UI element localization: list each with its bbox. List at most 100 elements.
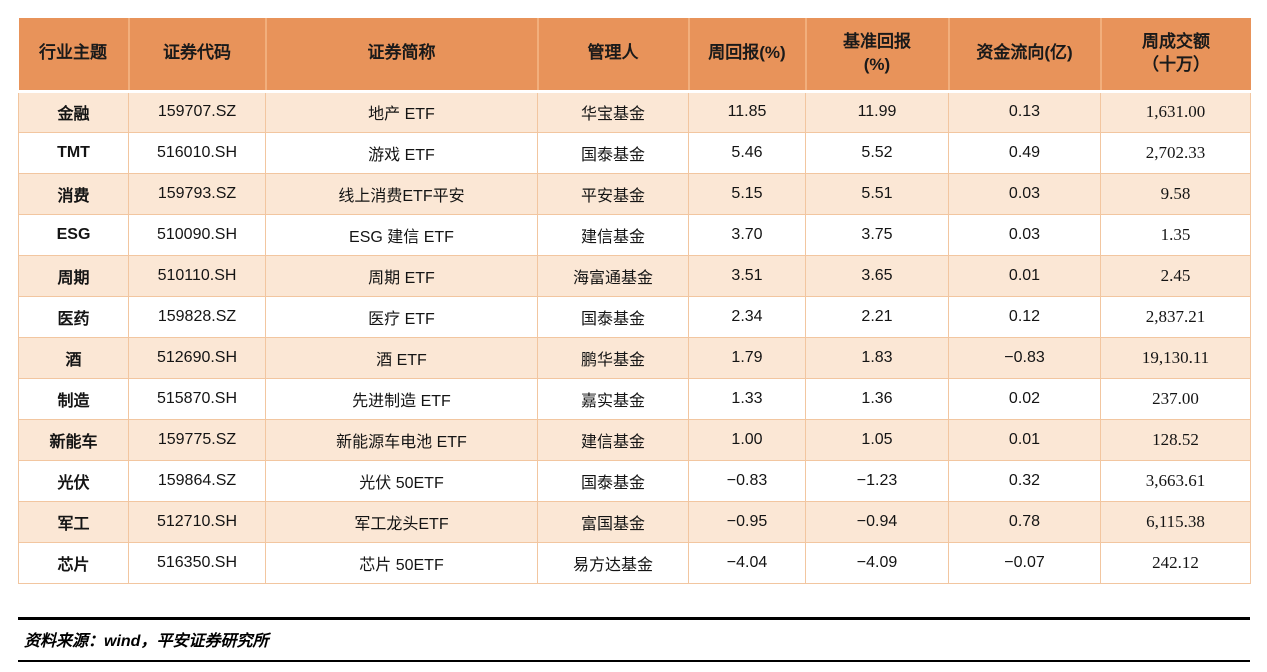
cell-manager: 建信基金 <box>537 213 689 256</box>
cell-volume: 242.12 <box>1100 541 1251 584</box>
cell-name: 光伏 50ETF <box>265 459 538 502</box>
cell-volume: 1.35 <box>1100 213 1251 256</box>
cell-code: 516350.SH <box>128 541 266 584</box>
cell-manager: 鹏华基金 <box>537 336 689 379</box>
cell-name: 芯片 50ETF <box>265 541 538 584</box>
cell-manager: 嘉实基金 <box>537 377 689 420</box>
cell-theme: 医药 <box>18 295 129 338</box>
cell-volume: 6,115.38 <box>1100 500 1251 543</box>
column-header-name: 证券简称 <box>265 18 539 93</box>
cell-manager: 华宝基金 <box>537 90 689 133</box>
cell-manager: 富国基金 <box>537 500 689 543</box>
column-header-code: 证券代码 <box>128 18 267 93</box>
cell-flow: 0.01 <box>948 418 1101 461</box>
cell-week_return: 1.79 <box>688 336 806 379</box>
cell-theme: ESG <box>18 213 129 256</box>
cell-name: 军工龙头ETF <box>265 500 538 543</box>
table-row: 新能车 159775.SZ 新能源车电池 ETF 建信基金 1.00 1.05 0.01 12… <box>18 418 1251 461</box>
cell-theme: 周期 <box>18 254 129 297</box>
cell-week_return: −0.83 <box>688 459 806 502</box>
cell-code: 159793.SZ <box>128 172 266 215</box>
cell-week_return: 3.51 <box>688 254 806 297</box>
cell-flow: −0.83 <box>948 336 1101 379</box>
source-note: 资料来源：wind，平安证券研究所 <box>18 617 1250 662</box>
cell-week_return: 1.33 <box>688 377 806 420</box>
cell-volume: 3,663.61 <box>1100 459 1251 502</box>
cell-name: 新能源车电池 ETF <box>265 418 538 461</box>
cell-theme: 芯片 <box>18 541 129 584</box>
cell-code: 515870.SH <box>128 377 266 420</box>
cell-flow: 0.12 <box>948 295 1101 338</box>
cell-benchmark_return: 1.05 <box>805 418 949 461</box>
cell-volume: 9.58 <box>1100 172 1251 215</box>
cell-benchmark_return: 3.75 <box>805 213 949 256</box>
cell-volume: 237.00 <box>1100 377 1251 420</box>
cell-theme: 消费 <box>18 172 129 215</box>
column-header-benchmark_return: 基准回报 (%) <box>805 18 950 93</box>
table-row: ESG 510090.SH ESG 建信 ETF 建信基金 3.70 3.75 0.03 1.… <box>18 213 1251 256</box>
cell-manager: 海富通基金 <box>537 254 689 297</box>
cell-volume: 1,631.00 <box>1100 90 1251 133</box>
cell-week_return: −0.95 <box>688 500 806 543</box>
cell-benchmark_return: 5.51 <box>805 172 949 215</box>
cell-code: 512690.SH <box>128 336 266 379</box>
cell-manager: 平安基金 <box>537 172 689 215</box>
table-row: 光伏 159864.SZ 光伏 50ETF 国泰基金 −0.83 −1.23 0.32 3,6… <box>18 459 1251 502</box>
cell-name: ESG 建信 ETF <box>265 213 538 256</box>
cell-volume: 19,130.11 <box>1100 336 1251 379</box>
table-row: 军工 512710.SH 军工龙头ETF 富国基金 −0.95 −0.94 0.78 6,11… <box>18 500 1251 543</box>
cell-benchmark_return: −0.94 <box>805 500 949 543</box>
cell-flow: 0.13 <box>948 90 1101 133</box>
cell-manager: 易方达基金 <box>537 541 689 584</box>
cell-manager: 国泰基金 <box>537 459 689 502</box>
table-header-row: 行业主题 证券代码 证券简称 管理人 周回报(%) 基准回报 (%) 资金流向(亿) 周成交额… <box>18 18 1251 93</box>
cell-code: 512710.SH <box>128 500 266 543</box>
cell-week_return: 5.15 <box>688 172 806 215</box>
cell-volume: 2,837.21 <box>1100 295 1251 338</box>
etf-table: 行业主题 证券代码 证券简称 管理人 周回报(%) 基准回报 (%) 资金流向(亿) 周成交额… <box>18 18 1251 584</box>
cell-flow: 0.01 <box>948 254 1101 297</box>
cell-benchmark_return: 11.99 <box>805 90 949 133</box>
cell-theme: 新能车 <box>18 418 129 461</box>
cell-flow: 0.49 <box>948 131 1101 174</box>
cell-flow: 0.03 <box>948 213 1101 256</box>
etf-data-table: 行业主题 证券代码 证券简称 管理人 周回报(%) 基准回报 (%) 资金流向(亿) 周成交额… <box>18 18 1251 584</box>
column-header-week_return: 周回报(%) <box>688 18 807 93</box>
cell-flow: −0.07 <box>948 541 1101 584</box>
cell-volume: 2,702.33 <box>1100 131 1251 174</box>
column-header-volume: 周成交额 （十万） <box>1100 18 1251 93</box>
cell-flow: 0.32 <box>948 459 1101 502</box>
table-row: 医药 159828.SZ 医疗 ETF 国泰基金 2.34 2.21 0.12 2,837.2… <box>18 295 1251 338</box>
cell-theme: 金融 <box>18 90 129 133</box>
cell-code: 159775.SZ <box>128 418 266 461</box>
cell-manager: 国泰基金 <box>537 131 689 174</box>
cell-name: 游戏 ETF <box>265 131 538 174</box>
cell-theme: 军工 <box>18 500 129 543</box>
cell-volume: 128.52 <box>1100 418 1251 461</box>
cell-theme: 制造 <box>18 377 129 420</box>
cell-week_return: 3.70 <box>688 213 806 256</box>
cell-code: 159864.SZ <box>128 459 266 502</box>
cell-benchmark_return: 1.83 <box>805 336 949 379</box>
cell-manager: 建信基金 <box>537 418 689 461</box>
cell-benchmark_return: −4.09 <box>805 541 949 584</box>
cell-flow: 0.78 <box>948 500 1101 543</box>
table-row: 消费 159793.SZ 线上消费ETF平安 平安基金 5.15 5.51 0.03 9.58 <box>18 172 1251 215</box>
column-header-manager: 管理人 <box>537 18 690 93</box>
table-row: TMT 516010.SH 游戏 ETF 国泰基金 5.46 5.52 0.49 2,702.… <box>18 131 1251 174</box>
cell-code: 159707.SZ <box>128 90 266 133</box>
cell-week_return: 1.00 <box>688 418 806 461</box>
table-row: 酒 512690.SH 酒 ETF 鹏华基金 1.79 1.83 −0.83 19,130.1… <box>18 336 1251 379</box>
cell-code: 516010.SH <box>128 131 266 174</box>
cell-code: 159828.SZ <box>128 295 266 338</box>
cell-name: 周期 ETF <box>265 254 538 297</box>
cell-manager: 国泰基金 <box>537 295 689 338</box>
cell-name: 地产 ETF <box>265 90 538 133</box>
cell-name: 酒 ETF <box>265 336 538 379</box>
table-row: 芯片 516350.SH 芯片 50ETF 易方达基金 −4.04 −4.09 −0.07 2… <box>18 541 1251 584</box>
cell-theme: TMT <box>18 131 129 174</box>
cell-volume: 2.45 <box>1100 254 1251 297</box>
cell-name: 先进制造 ETF <box>265 377 538 420</box>
cell-theme: 光伏 <box>18 459 129 502</box>
cell-benchmark_return: 5.52 <box>805 131 949 174</box>
